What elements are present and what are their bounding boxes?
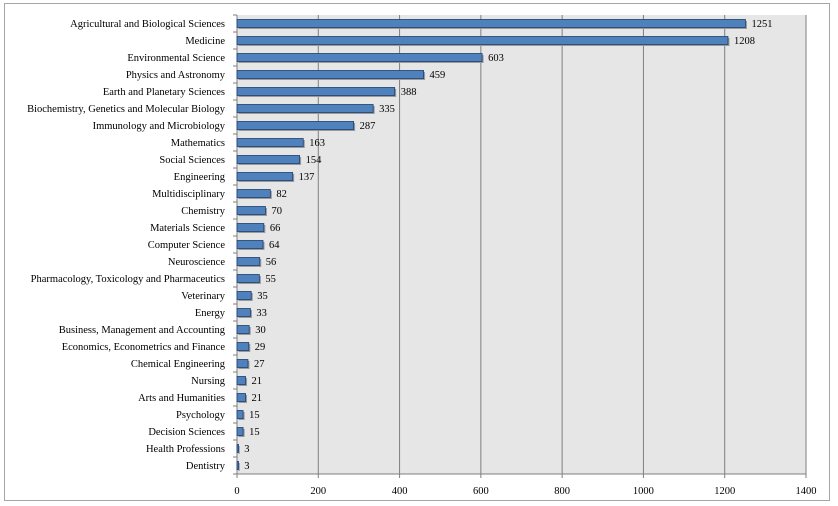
data-label: 15 [249, 410, 260, 421]
category-label: Health Professions [146, 444, 225, 455]
bar [236, 206, 266, 215]
data-label: 66 [270, 223, 281, 234]
category-label: Dentistry [186, 461, 226, 472]
x-tick-label: 1400 [796, 486, 817, 497]
data-label: 163 [309, 138, 325, 149]
data-label: 64 [269, 240, 280, 251]
data-label: 21 [252, 376, 263, 387]
category-label: Arts and Humanities [138, 393, 225, 404]
bar-shadow [238, 463, 240, 471]
bar [236, 410, 244, 419]
bar [236, 376, 246, 385]
data-label: 3 [244, 444, 249, 455]
data-label: 603 [488, 53, 504, 64]
category-label: Agricultural and Biological Sciences [70, 19, 225, 30]
category-label: Mathematics [171, 138, 225, 149]
x-tick-label: 400 [392, 486, 408, 497]
data-label: 55 [265, 274, 276, 285]
bar [236, 223, 265, 232]
bar [236, 308, 251, 317]
data-label: 335 [379, 104, 395, 115]
category-label: Chemistry [181, 206, 225, 217]
data-label: 21 [252, 393, 263, 404]
data-label: 33 [256, 308, 267, 319]
category-label: Materials Science [150, 223, 225, 234]
data-label: 29 [255, 342, 266, 353]
data-label: 388 [401, 87, 417, 98]
data-label: 56 [266, 257, 277, 268]
category-label: Engineering [174, 172, 226, 183]
bar [236, 461, 239, 470]
x-tick-label: 1200 [714, 486, 735, 497]
bar-shadow [238, 446, 240, 454]
bar [236, 138, 304, 147]
bar [236, 36, 729, 45]
x-tick-label: 0 [234, 486, 239, 497]
category-label: Veterinary [181, 291, 225, 302]
category-label: Business, Management and Accounting [59, 325, 226, 336]
category-label: Computer Science [148, 240, 226, 251]
bar [236, 342, 250, 351]
bar [236, 121, 355, 130]
data-label: 82 [276, 189, 287, 200]
category-label: Chemical Engineering [131, 359, 226, 370]
category-label: Biochemistry, Genetics and Molecular Bio… [27, 104, 226, 115]
bar [236, 257, 261, 266]
bar [236, 189, 271, 198]
category-label: Immunology and Microbiology [93, 121, 226, 132]
data-label: 70 [271, 206, 282, 217]
x-tick-label: 800 [554, 486, 570, 497]
bar [236, 87, 396, 96]
bar [236, 155, 300, 164]
bar [236, 19, 746, 28]
category-label: Economics, Econometrics and Finance [62, 342, 226, 353]
data-label: 35 [257, 291, 268, 302]
category-label: Pharmacology, Toxicology and Pharmaceuti… [31, 274, 225, 285]
bar [236, 104, 374, 113]
category-label: Medicine [185, 36, 225, 47]
data-label: 154 [306, 155, 323, 166]
category-label: Multidisciplinary [152, 189, 226, 200]
bar [236, 53, 483, 62]
bar [236, 427, 244, 436]
data-label: 459 [430, 70, 446, 81]
category-label: Social Sciences [159, 155, 225, 166]
category-label: Energy [195, 308, 226, 319]
plot-area [237, 15, 806, 474]
category-label: Earth and Planetary Sciences [103, 87, 225, 98]
bar [236, 240, 264, 249]
category-label: Psychology [176, 410, 226, 421]
category-label: Nursing [191, 376, 226, 387]
x-tick-label: 200 [310, 486, 326, 497]
data-label: 137 [299, 172, 315, 183]
data-label: 1251 [751, 19, 772, 30]
bar [236, 274, 260, 283]
data-label: 1208 [734, 36, 755, 47]
bar [236, 70, 424, 79]
data-label: 3 [244, 461, 249, 472]
category-label: Physics and Astronomy [126, 70, 226, 81]
data-label: 287 [360, 121, 376, 132]
data-label: 30 [255, 325, 266, 336]
bar [236, 325, 250, 334]
bar [236, 393, 246, 402]
data-label: 15 [249, 427, 260, 438]
bar [236, 444, 239, 453]
category-label: Neuroscience [168, 257, 225, 268]
x-tick-label: 1000 [633, 486, 654, 497]
category-label: Decision Sciences [148, 427, 225, 438]
bar [236, 172, 294, 181]
bar [236, 359, 249, 368]
data-label: 27 [254, 359, 265, 370]
category-label: Environmental Science [127, 53, 225, 64]
x-tick-label: 600 [473, 486, 489, 497]
bar [236, 291, 252, 300]
